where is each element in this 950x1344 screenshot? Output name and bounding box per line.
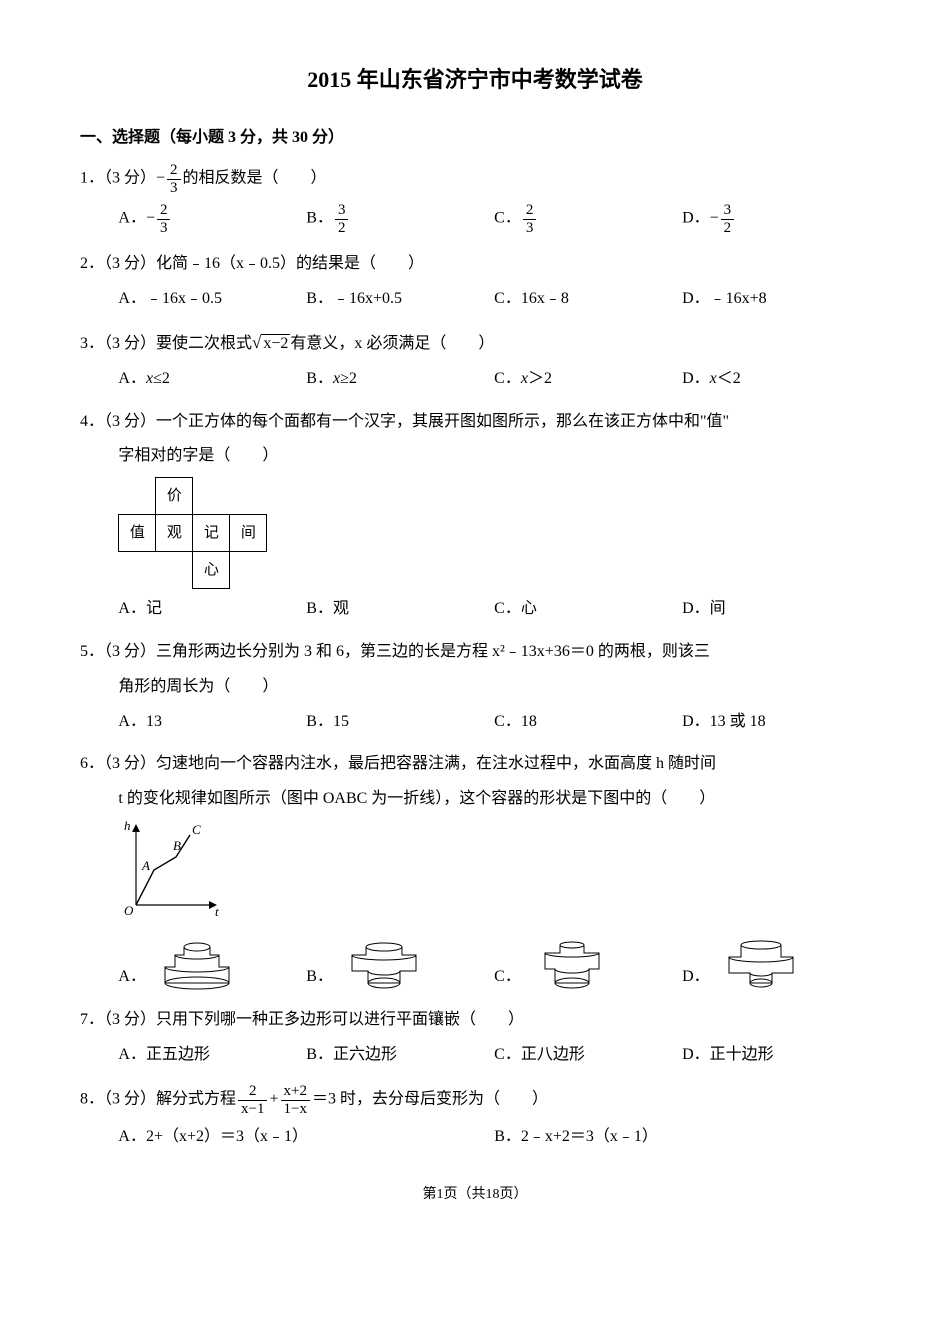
q6-shapes: A． B． C． xyxy=(80,937,870,992)
svg-text:O: O xyxy=(124,903,134,918)
q5-stem1: 5．（3 分）三角形两边长分别为 3 和 6，第三边的长是方程 x²﹣13x+3… xyxy=(80,638,870,667)
q4-optD: D．间 xyxy=(682,595,870,624)
question-3: 3．（3 分）要使二次根式x−2有意义，x 必须满足（ ） A．x≤2 B．x≥… xyxy=(80,328,870,394)
q1-optC: C．23 xyxy=(494,202,682,236)
q1-optA: A．−23 xyxy=(118,202,306,236)
q2-options: A．﹣16x﹣0.5 B．﹣16x+0.5 C．16x﹣8 D．﹣16x+8 xyxy=(80,285,870,314)
q4-optB: B．观 xyxy=(306,595,494,624)
q7-stem: 7．（3 分）只用下列哪一种正多边形可以进行平面镶嵌（ ） xyxy=(80,1006,870,1035)
q6-stem2: t 的变化规律如图所示（图中 OABC 为一折线），这个容器的形状是下图中的（ … xyxy=(80,785,870,814)
q2-optA: A．﹣16x﹣0.5 xyxy=(118,285,306,314)
q1-mid: 的相反数是（ ） xyxy=(183,170,327,187)
q2-optC: C．16x﹣8 xyxy=(494,285,682,314)
q7-optB: B．正六边形 xyxy=(306,1041,494,1070)
q6-shape-D: D． xyxy=(682,937,870,992)
svg-text:h: h xyxy=(124,820,131,833)
question-8: 8．（3 分）解分式方程2x−1+x+21−x＝3 时，去分母后变形为（ ） A… xyxy=(80,1083,870,1152)
q4-options: A．记 B．观 C．心 D．间 xyxy=(80,595,870,624)
q2-optB: B．﹣16x+0.5 xyxy=(306,285,494,314)
q1-options: A．−23 B．32 C．23 D．−32 xyxy=(80,202,870,236)
q2-stem: 2．（3 分）化简﹣16（x﹣0.5）的结果是（ ） xyxy=(80,250,870,279)
q3-optD: D．x＜2 xyxy=(682,365,870,394)
q7-options: A．正五边形 B．正六边形 C．正八边形 D．正十边形 xyxy=(80,1041,870,1070)
q1-pre: 1．（3 分） xyxy=(80,170,156,187)
q2-optD: D．﹣16x+8 xyxy=(682,285,870,314)
q1-optB: B．32 xyxy=(306,202,494,236)
svg-text:t: t xyxy=(215,904,219,919)
q5-optA: A．13 xyxy=(118,708,306,737)
svg-text:B: B xyxy=(173,838,181,853)
q4-stem1: 4．（3 分）一个正方体的每个面都有一个汉字，其展开图如图所示，那么在该正方体中… xyxy=(80,408,870,437)
q7-optC: C．正八边形 xyxy=(494,1041,682,1070)
container-icon xyxy=(716,937,806,992)
q6-shape-C: C． xyxy=(494,937,682,992)
container-icon xyxy=(527,937,617,992)
page-title: 2015 年山东省济宁市中考数学试卷 xyxy=(80,60,870,100)
q6-graph: h t O A B C xyxy=(118,820,870,931)
question-7: 7．（3 分）只用下列哪一种正多边形可以进行平面镶嵌（ ） A．正五边形 B．正… xyxy=(80,1006,870,1070)
q3-stem: 3．（3 分）要使二次根式x−2有意义，x 必须满足（ ） xyxy=(80,328,870,359)
q8-stem: 8．（3 分）解分式方程2x−1+x+21−x＝3 时，去分母后变形为（ ） xyxy=(80,1083,870,1117)
q5-stem2: 角形的周长为（ ） xyxy=(80,673,870,702)
q3-optC: C．x＞2 xyxy=(494,365,682,394)
q3-optB: B．x≥2 xyxy=(306,365,494,394)
svg-text:C: C xyxy=(192,822,201,837)
q1-stem: 1．（3 分）−23的相反数是（ ） xyxy=(80,162,870,196)
q5-optB: B．15 xyxy=(306,708,494,737)
line-graph-icon: h t O A B C xyxy=(118,820,228,920)
cube-net-diagram: 价 值观记间 心 xyxy=(118,477,870,589)
q5-optC: C．18 xyxy=(494,708,682,737)
q6-stem1: 6．（3 分）匀速地向一个容器内注水，最后把容器注满，在注水过程中，水面高度 h… xyxy=(80,750,870,779)
question-4: 4．（3 分）一个正方体的每个面都有一个汉字，其展开图如图所示，那么在该正方体中… xyxy=(80,408,870,624)
section-header: 一、选择题（每小题 3 分，共 30 分） xyxy=(80,124,870,153)
q4-stem2: 字相对的字是（ ） xyxy=(80,442,870,471)
container-icon xyxy=(152,937,242,992)
q1-optD: D．−32 xyxy=(682,202,870,236)
question-6: 6．（3 分）匀速地向一个容器内注水，最后把容器注满，在注水过程中，水面高度 h… xyxy=(80,750,870,991)
q8-optB: B．2﹣x+2＝3（x﹣1） xyxy=(494,1123,870,1152)
sqrt-icon: x−2 xyxy=(252,328,290,359)
q4-optA: A．记 xyxy=(118,595,306,624)
page-footer: 第1页（共18页） xyxy=(80,1182,870,1207)
q6-shape-B: B． xyxy=(306,937,494,992)
q5-optD: D．13 或 18 xyxy=(682,708,870,737)
q1-frac: 23 xyxy=(167,162,181,196)
question-5: 5．（3 分）三角形两边长分别为 3 和 6，第三边的长是方程 x²﹣13x+3… xyxy=(80,638,870,736)
q4-optC: C．心 xyxy=(494,595,682,624)
question-2: 2．（3 分）化简﹣16（x﹣0.5）的结果是（ ） A．﹣16x﹣0.5 B．… xyxy=(80,250,870,314)
q3-optA: A．x≤2 xyxy=(118,365,306,394)
q8-options: A．2+（x+2）＝3（x﹣1） B．2﹣x+2＝3（x﹣1） xyxy=(80,1123,870,1152)
q5-options: A．13 B．15 C．18 D．13 或 18 xyxy=(80,708,870,737)
q7-optD: D．正十边形 xyxy=(682,1041,870,1070)
q8-optA: A．2+（x+2）＝3（x﹣1） xyxy=(118,1123,494,1152)
svg-text:A: A xyxy=(141,858,150,873)
q7-optA: A．正五边形 xyxy=(118,1041,306,1070)
q3-options: A．x≤2 B．x≥2 C．x＞2 D．x＜2 xyxy=(80,365,870,394)
q6-shape-A: A． xyxy=(118,937,306,992)
question-1: 1．（3 分）−23的相反数是（ ） A．−23 B．32 C．23 D．−32 xyxy=(80,162,870,236)
container-icon xyxy=(339,937,429,992)
